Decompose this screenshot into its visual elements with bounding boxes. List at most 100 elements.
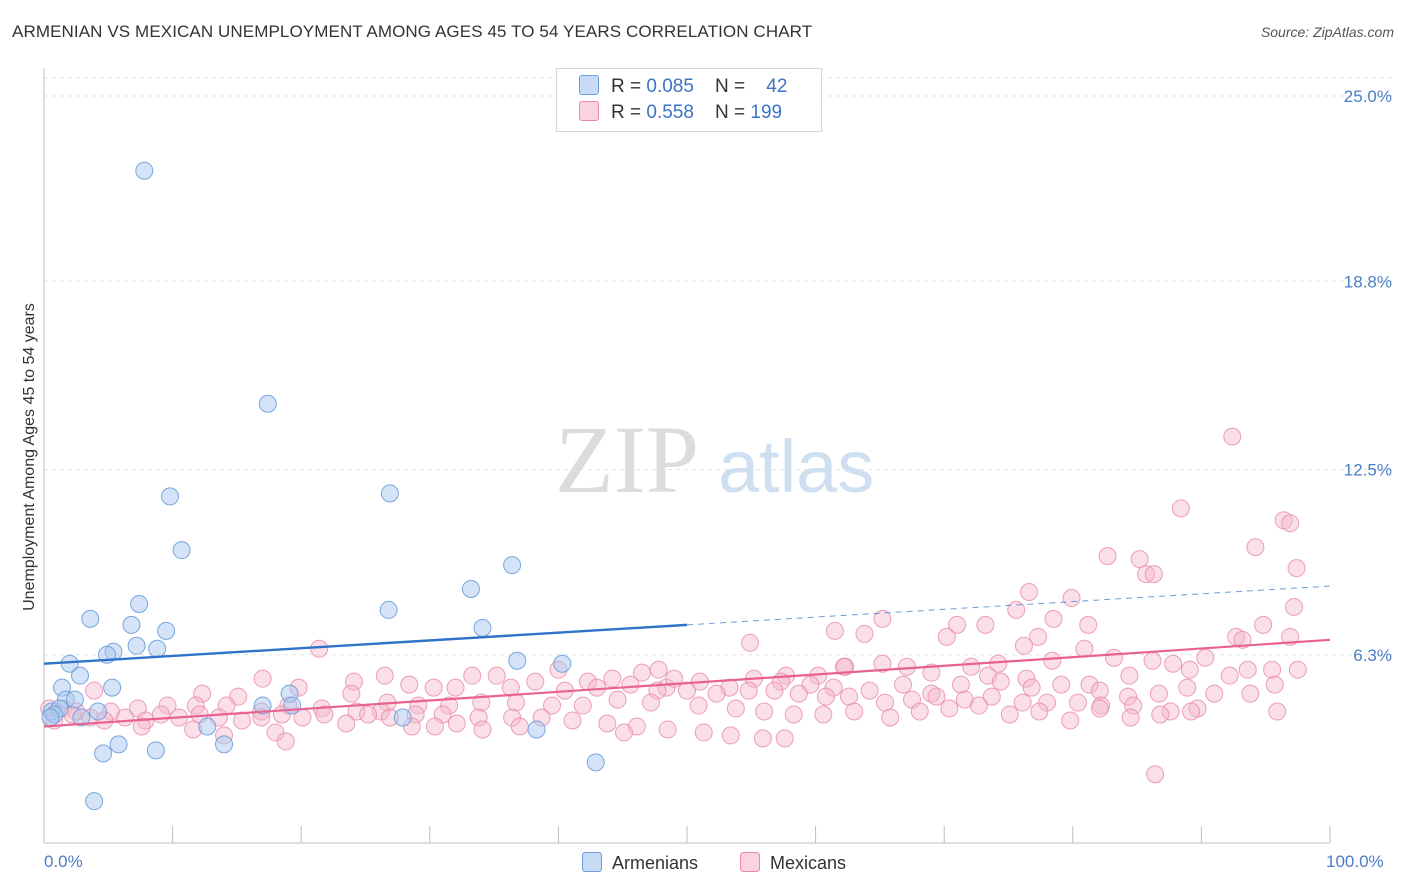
mexicans-point	[658, 720, 677, 739]
armenians-trend-extension	[686, 585, 1331, 626]
mexicans-point	[487, 666, 506, 685]
mexicans-point	[860, 681, 879, 700]
armenians-point	[157, 621, 176, 640]
mexicans-point	[753, 729, 772, 748]
mexicans-point	[400, 675, 419, 694]
mexicans-point	[726, 699, 745, 718]
armenians-point	[553, 654, 572, 673]
mexicans-point	[789, 684, 808, 703]
mexicans-point	[116, 708, 135, 727]
mexicans-point	[1151, 705, 1170, 724]
mexicans-point	[845, 702, 864, 721]
armenians-point	[41, 708, 60, 727]
correlation-legend: R = 0.085 N = 42 R = 0.558 N = 199	[556, 68, 822, 132]
y-tick-label-2: 18.8%	[1344, 272, 1392, 291]
mexicans-point	[85, 681, 104, 700]
mexicans-point	[1241, 684, 1260, 703]
armenians-point	[148, 639, 167, 658]
armenians-point	[135, 161, 154, 180]
armenians-point	[85, 792, 104, 811]
mexicans-point	[739, 681, 758, 700]
mexicans-point	[310, 639, 329, 658]
mexicans-point	[1268, 702, 1287, 721]
armenians-point	[127, 636, 146, 655]
armenians-point	[103, 678, 122, 697]
mexicans-point	[1223, 427, 1242, 446]
mexicans-point	[473, 720, 492, 739]
mexicans-point	[344, 672, 363, 691]
y-tick-label-3: 25.0%	[1344, 87, 1392, 106]
mexicans-point	[1178, 678, 1197, 697]
mexicans-point	[1121, 708, 1140, 727]
armenians-n-value: 42	[766, 76, 788, 97]
mexicans-point	[1080, 675, 1099, 694]
armenians-point	[380, 484, 399, 503]
mexicans-point	[158, 696, 177, 715]
mexicans-point	[873, 609, 892, 628]
mexicans-point	[982, 687, 1001, 706]
mexicans-legend-swatch	[740, 852, 760, 872]
mexicans-point	[814, 705, 833, 724]
chart-title: ARMENIAN VS MEXICAN UNEMPLOYMENT AMONG A…	[12, 22, 813, 41]
mexicans-point	[1254, 615, 1273, 634]
mexicans-legend-label: Mexicans	[770, 853, 847, 873]
mexicans-point	[969, 696, 988, 715]
armenians-point	[393, 708, 412, 727]
mexicans-point	[962, 657, 981, 676]
mexicans-point	[1180, 660, 1199, 679]
mexicans-point	[463, 666, 482, 685]
mexicans-point	[678, 681, 696, 700]
mexicans-point	[876, 693, 895, 712]
mexicans-point	[608, 690, 627, 709]
mexicans-point	[506, 693, 525, 712]
mexicans-point	[1196, 648, 1215, 667]
mexicans-point	[1030, 702, 1049, 721]
mexicans-point	[1144, 565, 1163, 584]
armenians-point	[527, 720, 546, 739]
trend-lines	[43, 585, 1331, 728]
mexicans-point	[253, 669, 272, 688]
mexicans-point	[1090, 699, 1109, 718]
mexicans-point	[1092, 696, 1111, 715]
armenians-point	[94, 744, 113, 763]
mexicans-point	[1104, 648, 1123, 667]
mexicans-point	[1233, 630, 1252, 649]
mexicans-point	[526, 672, 545, 691]
armenians-point	[89, 702, 108, 721]
mexicans-point	[342, 684, 361, 703]
mexicans-point	[1246, 538, 1265, 557]
bottom-legend-mexicans: Mexicans	[740, 852, 846, 874]
mexicans-point	[447, 714, 466, 733]
armenians-legend-swatch	[582, 852, 602, 872]
mexicans-point	[1164, 654, 1183, 673]
mexicans-point	[765, 681, 784, 700]
mexicans-point	[359, 705, 378, 724]
mexicans-point	[186, 696, 205, 715]
armenians-r-value: 0.085	[646, 76, 694, 97]
mexicans-point	[897, 657, 916, 676]
bottom-legend-armenians: Armenians	[582, 852, 698, 874]
mexicans-point	[266, 723, 285, 742]
armenians-point	[379, 600, 398, 619]
mexicans-point	[598, 714, 617, 733]
mexicans-point	[948, 615, 967, 634]
armenians-point	[109, 735, 128, 754]
mexicans-point	[542, 696, 561, 715]
mexicans-point	[1130, 550, 1149, 569]
mexicans-point	[1137, 565, 1156, 584]
mexicans-point	[193, 684, 212, 703]
watermark-zip: ZIP	[555, 406, 699, 513]
mexicans-point	[1281, 514, 1300, 533]
armenians-point	[503, 556, 522, 575]
mexicans-point	[1182, 702, 1201, 721]
mexicans-point	[721, 726, 740, 745]
mexicans-point	[991, 672, 1010, 691]
mexicans-point	[315, 705, 334, 724]
mexicans-point	[1007, 600, 1026, 619]
mexicans-point	[937, 627, 956, 646]
mexicans-point	[1017, 669, 1036, 688]
mexicans-point	[1205, 684, 1224, 703]
armenians-point	[253, 696, 272, 715]
mexicans-trend-line	[43, 638, 1331, 728]
mexicans-point	[1079, 615, 1098, 634]
